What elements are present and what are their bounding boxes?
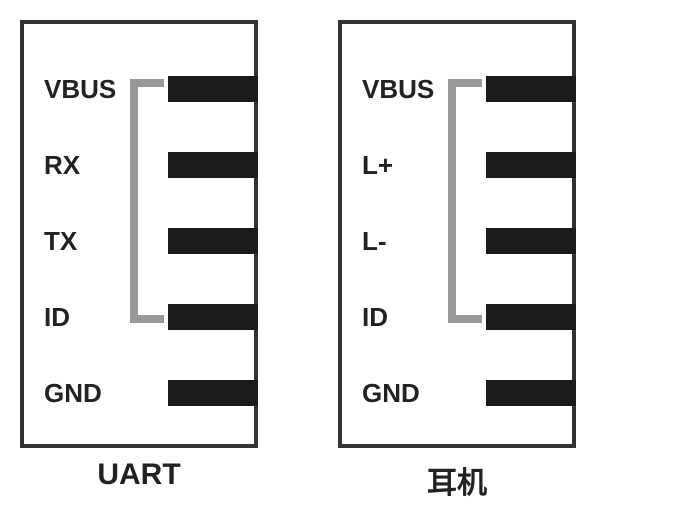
pin-row-gnd: GND — [362, 378, 572, 408]
pin-row-vbus: VBUS — [44, 74, 254, 104]
pin-row-id: ID — [362, 302, 572, 332]
pin-bar — [168, 76, 258, 102]
pin-row-tx: TX — [44, 226, 254, 256]
pin-label: ID — [44, 302, 134, 333]
connector-title: 耳机 — [427, 458, 487, 502]
diagram-container: VBUS RX TX ID GND UART — [20, 20, 659, 502]
pin-bar — [168, 152, 258, 178]
connector-uart: VBUS RX TX ID GND UART — [20, 20, 258, 502]
pin-label: RX — [44, 150, 134, 181]
pin-row-rx: RX — [44, 150, 254, 180]
pin-label: TX — [44, 226, 134, 257]
pin-bar — [486, 76, 576, 102]
pin-row-lplus: L+ — [362, 150, 572, 180]
pin-label: GND — [44, 378, 134, 409]
pin-label: GND — [362, 378, 452, 409]
pin-label: VBUS — [362, 74, 452, 105]
pin-bar — [168, 304, 258, 330]
pin-bar — [168, 228, 258, 254]
connector-headphone: VBUS L+ L- ID GND 耳机 — [338, 20, 576, 502]
link-vertical — [130, 87, 138, 323]
connector-title: UART — [97, 458, 180, 492]
pin-bar — [168, 380, 258, 406]
pin-label: VBUS — [44, 74, 134, 105]
pin-bar — [486, 152, 576, 178]
connector-box-headphone: VBUS L+ L- ID GND — [338, 20, 576, 448]
pin-row-id: ID — [44, 302, 254, 332]
pin-row-gnd: GND — [44, 378, 254, 408]
pin-bar — [486, 304, 576, 330]
pin-bar — [486, 228, 576, 254]
link-vertical — [448, 87, 456, 323]
pin-row-lminus: L- — [362, 226, 572, 256]
pin-bar — [486, 380, 576, 406]
pin-label: L+ — [362, 150, 452, 181]
pin-label: ID — [362, 302, 452, 333]
connector-box-uart: VBUS RX TX ID GND — [20, 20, 258, 448]
pin-label: L- — [362, 226, 452, 257]
pin-row-vbus: VBUS — [362, 74, 572, 104]
